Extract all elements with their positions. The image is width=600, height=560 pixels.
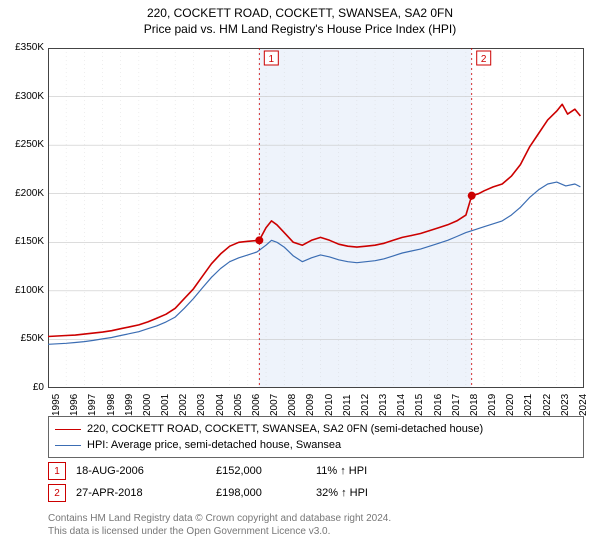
x-tick-label: 2012 xyxy=(360,394,371,416)
title-line-2: Price paid vs. HM Land Registry's House … xyxy=(0,22,600,38)
legend-label-price: 220, COCKETT ROAD, COCKETT, SWANSEA, SA2… xyxy=(87,423,483,435)
x-tick-label: 2008 xyxy=(287,394,298,416)
x-tick-label: 2001 xyxy=(160,394,171,416)
x-tick-label: 2018 xyxy=(469,394,480,416)
y-tick-label: £300K xyxy=(4,91,44,102)
title-block: 220, COCKETT ROAD, COCKETT, SWANSEA, SA2… xyxy=(0,6,600,37)
x-tick-label: 1995 xyxy=(51,394,62,416)
legend-row-price: 220, COCKETT ROAD, COCKETT, SWANSEA, SA2… xyxy=(55,421,577,437)
x-tick-label: 2021 xyxy=(523,394,534,416)
footer-line-1: Contains HM Land Registry data © Crown c… xyxy=(48,512,584,525)
sale-price: £198,000 xyxy=(216,487,306,499)
sales-table: 1 18-AUG-2006 £152,000 11% ↑ HPI 2 27-AP… xyxy=(48,460,584,504)
x-tick-label: 2023 xyxy=(560,394,571,416)
legend: 220, COCKETT ROAD, COCKETT, SWANSEA, SA2… xyxy=(48,416,584,458)
y-tick-label: £100K xyxy=(4,285,44,296)
x-tick-label: 2010 xyxy=(324,394,335,416)
footer-line-2: This data is licensed under the Open Gov… xyxy=(48,525,584,538)
x-tick-label: 2000 xyxy=(142,394,153,416)
x-tick-label: 1998 xyxy=(106,394,117,416)
sales-row: 2 27-APR-2018 £198,000 32% ↑ HPI xyxy=(48,482,584,504)
marker-icon: 1 xyxy=(48,462,66,480)
title-line-1: 220, COCKETT ROAD, COCKETT, SWANSEA, SA2… xyxy=(0,6,600,22)
sale-delta: 11% ↑ HPI xyxy=(316,465,446,477)
x-tick-label: 2002 xyxy=(178,394,189,416)
x-tick-label: 2005 xyxy=(233,394,244,416)
footer-attribution: Contains HM Land Registry data © Crown c… xyxy=(48,512,584,538)
y-tick-label: £0 xyxy=(4,382,44,393)
plot-svg: 12 xyxy=(48,48,584,388)
x-tick-label: 2022 xyxy=(542,394,553,416)
y-tick-label: £350K xyxy=(4,42,44,53)
x-tick-label: 2019 xyxy=(487,394,498,416)
x-tick-label: 2009 xyxy=(305,394,316,416)
sale-delta: 32% ↑ HPI xyxy=(316,487,446,499)
x-tick-label: 2003 xyxy=(196,394,207,416)
chart-container: { "title": { "line1": "220, COCKETT ROAD… xyxy=(0,0,600,560)
plot-area: 12 xyxy=(48,48,584,388)
legend-label-hpi: HPI: Average price, semi-detached house,… xyxy=(87,439,341,451)
x-tick-label: 2014 xyxy=(396,394,407,416)
sale-date: 18-AUG-2006 xyxy=(76,465,206,477)
x-tick-label: 1999 xyxy=(124,394,135,416)
x-tick-label: 2013 xyxy=(378,394,389,416)
x-tick-label: 2017 xyxy=(451,394,462,416)
x-tick-label: 1997 xyxy=(87,394,98,416)
x-tick-label: 2007 xyxy=(269,394,280,416)
sale-date: 27-APR-2018 xyxy=(76,487,206,499)
legend-swatch-price xyxy=(55,429,81,430)
x-tick-label: 2006 xyxy=(251,394,262,416)
svg-text:2: 2 xyxy=(481,54,487,65)
sales-row: 1 18-AUG-2006 £152,000 11% ↑ HPI xyxy=(48,460,584,482)
y-tick-label: £250K xyxy=(4,139,44,150)
sale-price: £152,000 xyxy=(216,465,306,477)
x-tick-label: 2011 xyxy=(342,394,353,416)
legend-swatch-hpi xyxy=(55,445,81,446)
x-tick-label: 2015 xyxy=(414,394,425,416)
x-tick-label: 2024 xyxy=(578,394,589,416)
x-tick-label: 1996 xyxy=(69,394,80,416)
y-tick-label: £200K xyxy=(4,188,44,199)
x-tick-label: 2004 xyxy=(215,394,226,416)
legend-row-hpi: HPI: Average price, semi-detached house,… xyxy=(55,437,577,453)
x-tick-label: 2016 xyxy=(433,394,444,416)
marker-icon: 2 xyxy=(48,484,66,502)
x-tick-label: 2020 xyxy=(505,394,516,416)
y-tick-label: £50K xyxy=(4,333,44,344)
svg-text:1: 1 xyxy=(269,54,275,65)
y-tick-label: £150K xyxy=(4,236,44,247)
